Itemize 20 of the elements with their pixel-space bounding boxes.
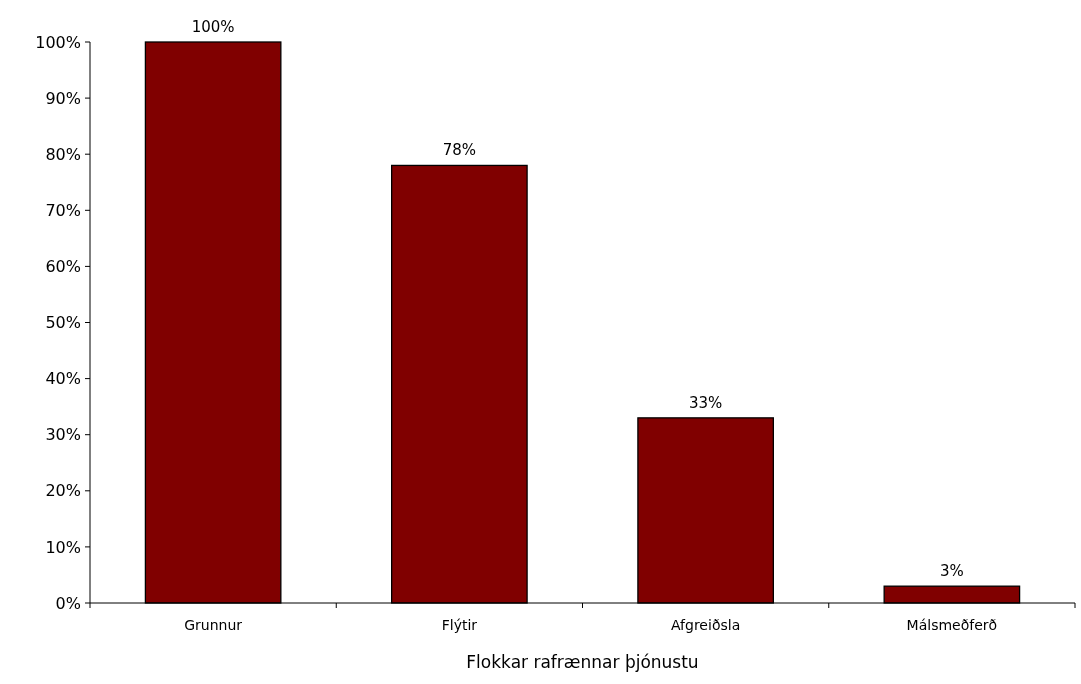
data-label: 33% [688, 393, 723, 412]
y-tick-label: 70% [45, 200, 81, 220]
y-tick-label: 30% [45, 425, 81, 445]
y-tick-label: 50% [45, 313, 81, 333]
x-tick-label: Flýtir [441, 617, 478, 633]
y-tick-label: 0% [55, 593, 81, 613]
y-tick-label: 40% [45, 369, 81, 389]
y-tick-label: 10% [45, 537, 81, 557]
x-tick-label: Málsmeðferð [906, 617, 998, 633]
data-label: 3% [939, 562, 964, 581]
y-tick-label: 20% [45, 481, 81, 501]
data-label: 100% [191, 18, 235, 36]
x-axis-title: Flokkar rafrænnar þjónustu [466, 652, 699, 672]
y-tick-label: 100% [35, 32, 81, 52]
x-tick-label: Grunnur [184, 617, 243, 633]
y-tick-label: 60% [45, 257, 81, 276]
x-tick-label: Afgreiðsla [671, 617, 741, 633]
y-tick-label: 80% [45, 144, 81, 164]
data-label: 78% [442, 141, 477, 160]
y-tick-label: 90% [45, 88, 81, 108]
